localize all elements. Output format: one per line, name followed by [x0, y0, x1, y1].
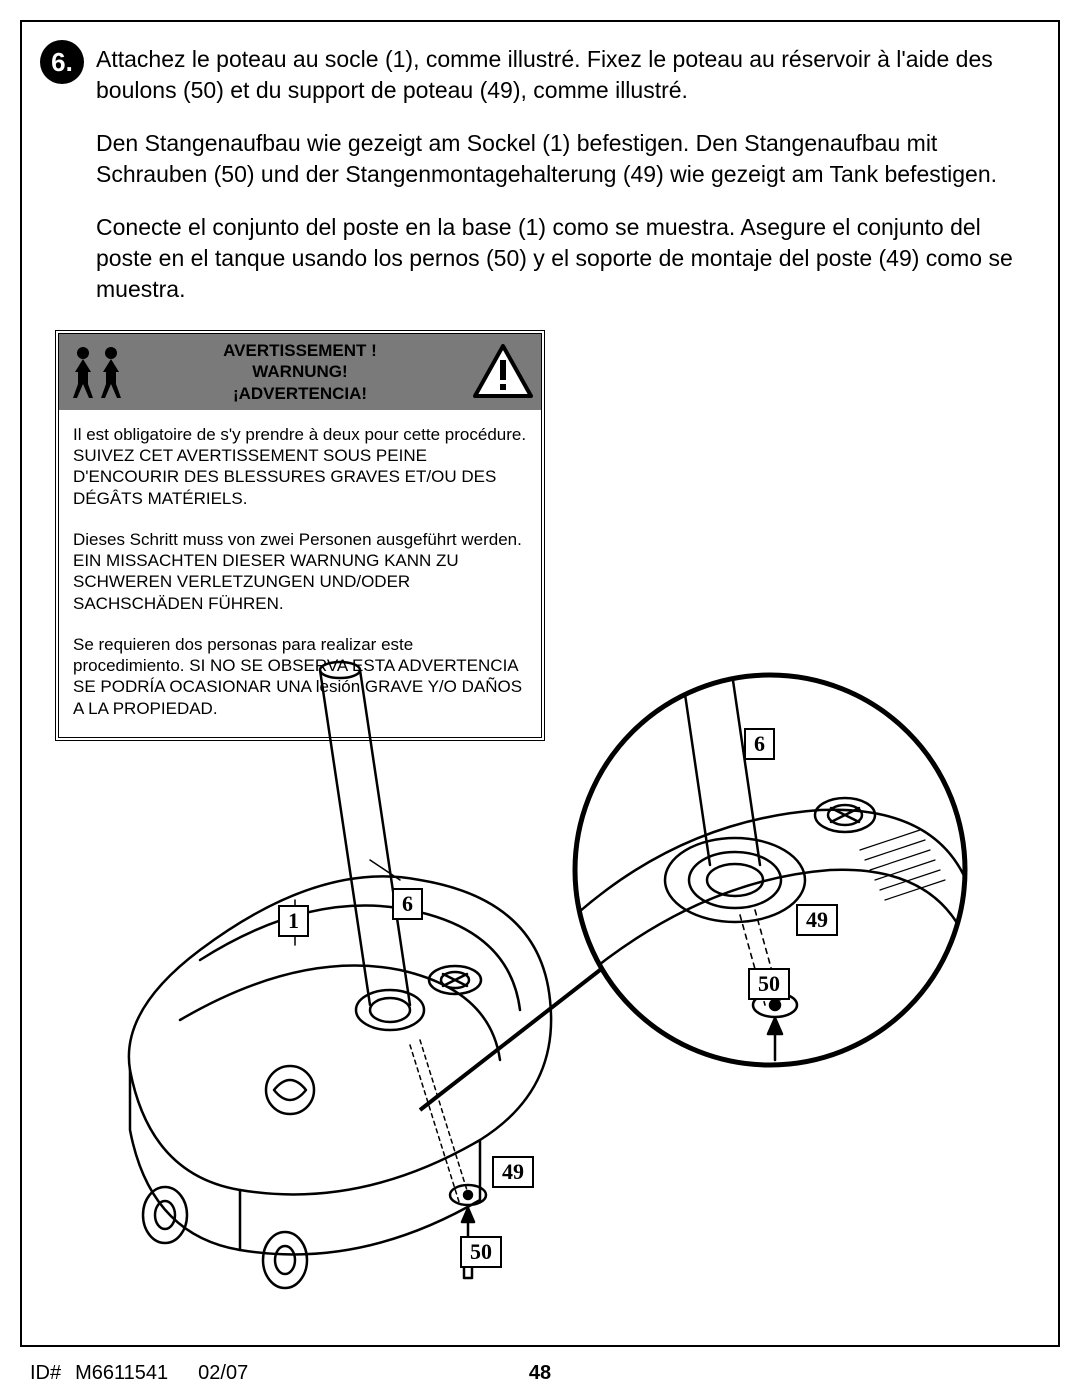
- warning-header-fr: AVERTISSEMENT !: [135, 340, 465, 361]
- callout-50-detail: 50: [748, 968, 790, 1000]
- footer-id-label: ID#: [30, 1362, 61, 1385]
- warning-header-es: ¡ADVERTENCIA!: [135, 383, 465, 404]
- step-number: 6.: [51, 47, 73, 78]
- warning-header: AVERTISSEMENT ! WARNUNG! ¡ADVERTENCIA!: [59, 334, 541, 410]
- connector-line: [400, 930, 620, 1150]
- step-number-badge: 6.: [40, 40, 84, 84]
- warning-header-text: AVERTISSEMENT ! WARNUNG! ¡ADVERTENCIA!: [135, 340, 465, 404]
- callout-49-main: 49: [492, 1156, 534, 1188]
- detail-circle-diagram: [560, 660, 980, 1080]
- callout-6-main: 6: [392, 888, 423, 920]
- callout-6-detail: 6: [744, 728, 775, 760]
- warning-triangle-icon: [473, 344, 533, 400]
- two-person-icon: [67, 344, 127, 400]
- warning-header-de: WARNUNG!: [135, 361, 465, 382]
- callout-1: 1: [278, 905, 309, 937]
- footer-id-value: M6611541: [75, 1362, 168, 1385]
- instruction-es: Conecte el conjunto del poste en la base…: [96, 212, 1036, 305]
- callout-50-main: 50: [460, 1236, 502, 1268]
- warning-body-de: Dieses Schritt muss von zwei Personen au…: [73, 529, 527, 614]
- instruction-de: Den Stangenaufbau wie gezeigt am Sockel …: [96, 128, 1036, 190]
- instruction-fr: Attachez le poteau au socle (1), comme i…: [96, 44, 1036, 106]
- page-footer: ID# M6611541 02/07 48: [30, 1362, 1050, 1385]
- callout-49-detail: 49: [796, 904, 838, 936]
- footer-date: 02/07: [198, 1362, 248, 1385]
- page-number: 48: [529, 1362, 551, 1385]
- warning-body-fr: Il est obligatoire de s'y prendre à deux…: [73, 424, 527, 509]
